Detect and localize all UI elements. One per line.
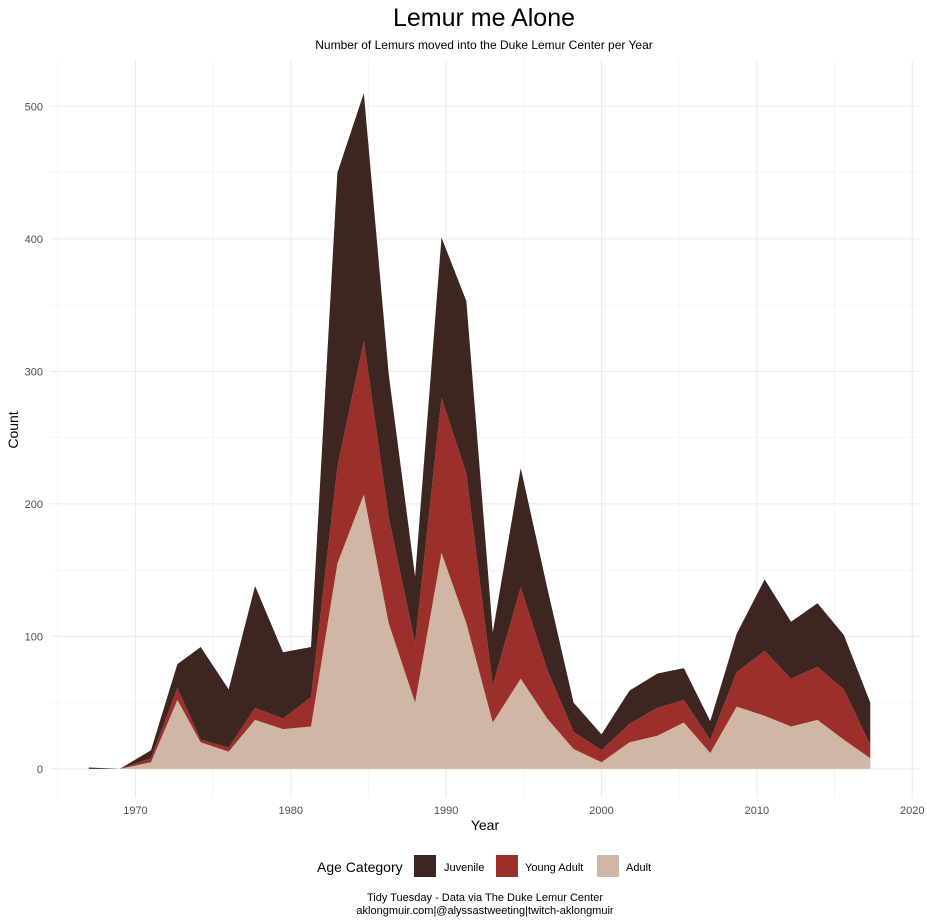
legend-label-adult: Adult [626,862,651,874]
y-tick-label: 200 [25,499,43,511]
stacked-areas [88,93,871,769]
x-tick-label: 1970 [123,805,147,817]
x-tick-label: 2010 [745,805,769,817]
y-tick-label: 500 [25,101,43,113]
y-axis-title: Count [5,411,21,448]
area-juvenile [88,93,871,769]
legend-label-young-adult: Young Adult [525,862,583,874]
chart-subtitle: Number of Lemurs moved into the Duke Lem… [315,38,653,52]
y-tick-label: 300 [25,366,43,378]
x-tick-label: 1990 [434,805,458,817]
x-tick-label: 2000 [589,805,613,817]
legend-swatch-adult [597,855,619,877]
y-tick-label: 400 [25,234,43,246]
area-adult [88,494,871,769]
x-tick-label: 2020 [900,805,924,817]
legend: Age Category Juvenile Young Adult Adult [317,855,651,877]
caption-line-2: aklongmuir.com|@alyssastweeting|twitch-a… [356,905,613,917]
legend-swatch-juvenile [414,855,436,877]
chart-title: Lemur me Alone [393,4,575,32]
axis-ticks: 1970 1980 1990 2000 2010 2020 0 100 200 300 400 500 [25,101,925,817]
legend-title: Age Category [317,859,403,875]
x-axis-title: Year [471,817,500,833]
y-tick-label: 100 [25,631,43,643]
caption-line-1: Tidy Tuesday - Data via The Duke Lemur C… [367,892,603,904]
x-tick-label: 1980 [279,805,303,817]
y-tick-label: 0 [37,764,43,776]
legend-swatch-young-adult [496,855,518,877]
legend-label-juvenile: Juvenile [444,862,484,874]
area-young-adult [88,340,871,769]
